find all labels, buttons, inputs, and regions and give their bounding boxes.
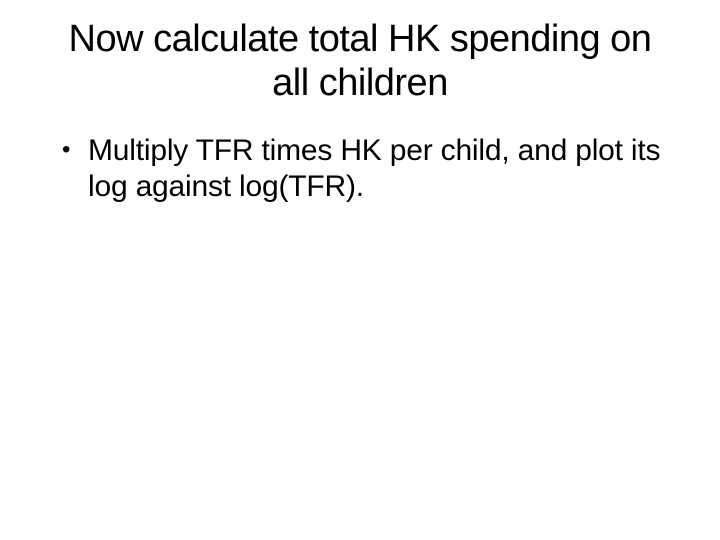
bullet-item: Multiply TFR times HK per child, and plo… xyxy=(58,133,672,204)
slide: Now calculate total HK spending on all c… xyxy=(0,0,720,540)
slide-title: Now calculate total HK spending on all c… xyxy=(48,18,672,105)
bullet-list: Multiply TFR times HK per child, and plo… xyxy=(48,133,672,204)
